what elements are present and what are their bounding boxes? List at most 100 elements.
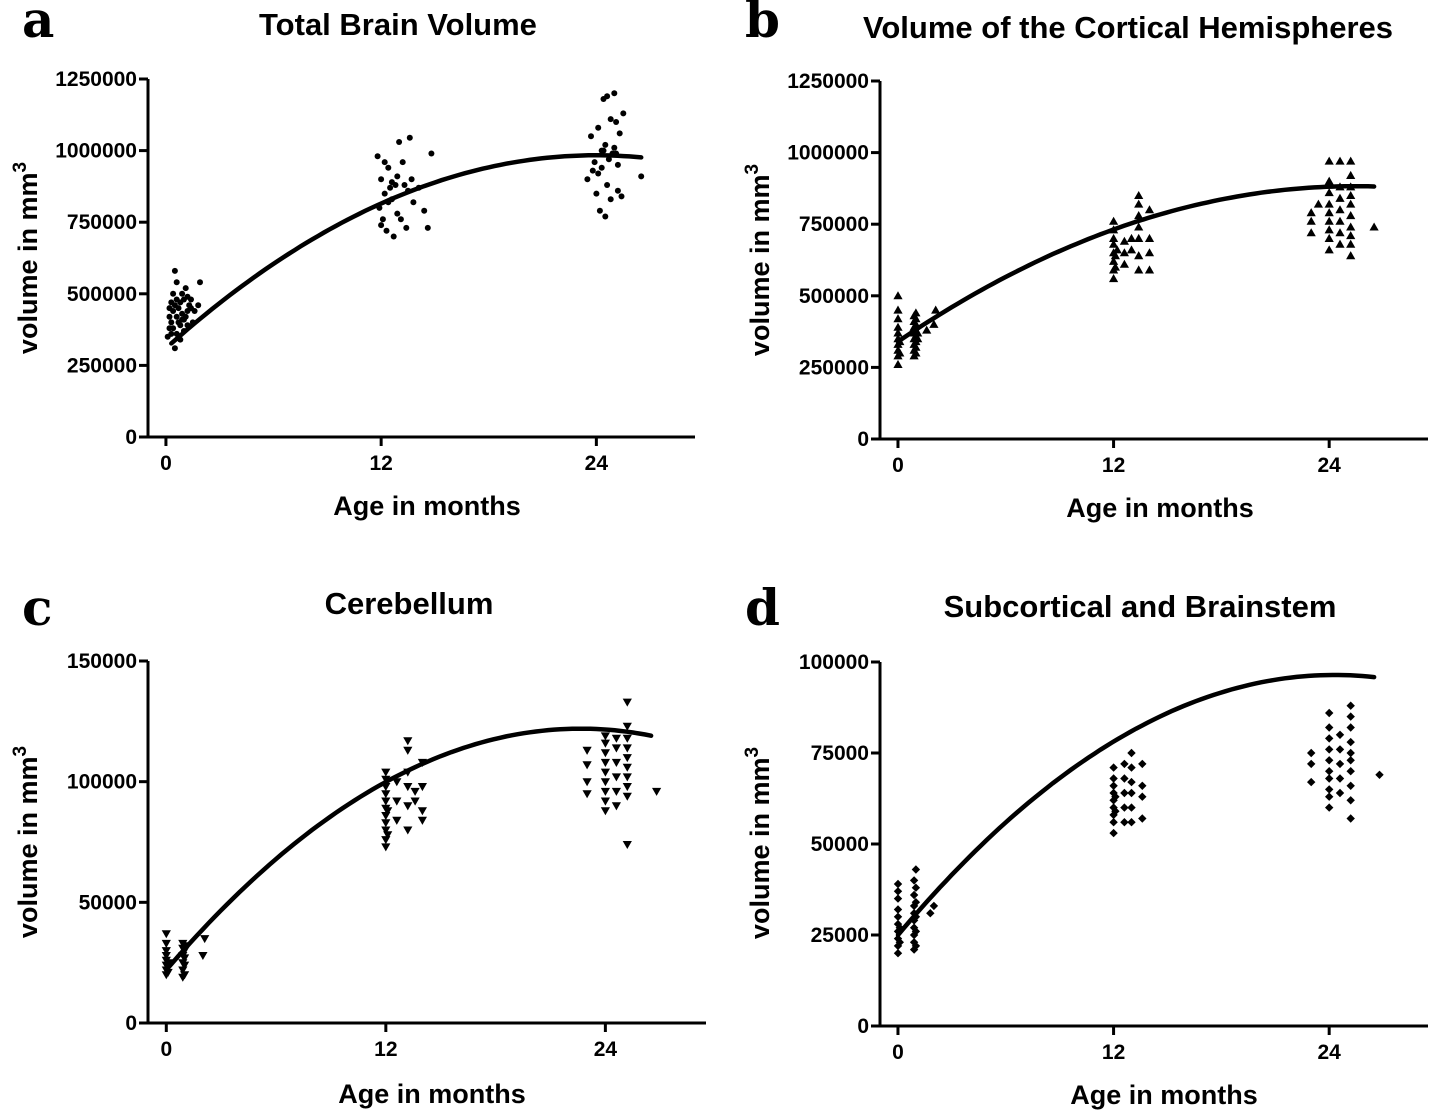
- data-point: [911, 865, 921, 874]
- data-point: [392, 778, 402, 787]
- y-tick-label: 1000000: [787, 142, 869, 165]
- data-point: [1325, 723, 1334, 732]
- x-tick-label: 12: [374, 1038, 397, 1061]
- data-point: [381, 812, 391, 821]
- data-point: [1325, 785, 1334, 794]
- data-point: [1109, 803, 1118, 812]
- data-point: [602, 213, 609, 220]
- data-point: [381, 768, 391, 777]
- data-point: [911, 348, 921, 357]
- y-tick-label: 0: [125, 1012, 137, 1035]
- y-tick-label: 1250000: [787, 70, 869, 93]
- data-point: [1313, 199, 1323, 208]
- fit-curve: [164, 726, 654, 973]
- data-point: [652, 787, 662, 796]
- data-point: [622, 841, 632, 849]
- data-point: [1346, 701, 1355, 710]
- x-tick-label: 0: [160, 452, 172, 475]
- data-point: [1144, 205, 1155, 214]
- data-point: [1120, 759, 1129, 769]
- data-point: [895, 348, 905, 357]
- data-point: [1335, 730, 1345, 739]
- data-point: [392, 797, 402, 806]
- data-point: [1335, 239, 1345, 248]
- data-point: [582, 790, 592, 799]
- data-point: [911, 314, 921, 323]
- data-point: [1120, 803, 1129, 812]
- data-point: [401, 182, 408, 188]
- data-point: [911, 941, 921, 951]
- data-point: [611, 787, 621, 796]
- data-point: [1324, 216, 1334, 225]
- data-point: [600, 778, 610, 787]
- y-tick-label: 500000: [67, 283, 137, 306]
- data-point: [161, 930, 171, 939]
- data-point: [197, 279, 203, 286]
- data-point: [399, 159, 406, 166]
- data-point: [611, 734, 621, 743]
- data-point: [1346, 781, 1355, 790]
- x-axis-label: Age in months: [1066, 493, 1254, 523]
- x-tick-label: 24: [594, 1038, 618, 1061]
- data-point: [926, 909, 935, 918]
- data-point: [381, 826, 391, 835]
- data-point: [622, 744, 632, 753]
- data-point: [622, 734, 632, 743]
- x-tick-label: 12: [1102, 454, 1125, 477]
- data-point: [1126, 233, 1137, 242]
- data-point: [1134, 222, 1144, 231]
- data-point: [191, 308, 198, 314]
- data-point: [909, 901, 919, 911]
- data-point: [381, 190, 388, 197]
- data-point: [1109, 810, 1118, 820]
- data-point: [1369, 222, 1379, 231]
- data-point: [613, 119, 620, 125]
- data-point: [1126, 245, 1137, 254]
- data-point: [1134, 233, 1144, 242]
- data-point: [410, 787, 420, 796]
- data-point: [175, 305, 182, 312]
- data-point: [582, 778, 592, 787]
- data-point: [424, 224, 431, 231]
- data-point: [1127, 803, 1136, 812]
- data-point: [614, 161, 621, 168]
- y-tick-label: 0: [125, 426, 137, 449]
- data-point: [893, 879, 903, 889]
- data-point: [616, 130, 623, 137]
- data-point: [1109, 274, 1119, 283]
- data-point: [1346, 723, 1355, 732]
- panel-letter: b: [745, 0, 780, 49]
- data-point: [622, 773, 632, 782]
- data-point: [638, 173, 645, 180]
- data-point: [1306, 228, 1316, 237]
- data-point: [893, 894, 903, 903]
- panel-letter: c: [22, 578, 52, 637]
- data-point: [1138, 814, 1147, 823]
- data-point: [410, 797, 420, 806]
- data-point: [893, 887, 903, 896]
- x-axis-label: Age in months: [1070, 1080, 1258, 1110]
- fit-curve: [895, 183, 1377, 344]
- data-point: [1346, 211, 1356, 220]
- data-point: [1307, 748, 1316, 758]
- data-point: [1346, 737, 1355, 747]
- data-point: [182, 285, 189, 292]
- y-tick-label: 25000: [811, 924, 869, 947]
- panel-letter: d: [745, 578, 780, 637]
- data-point: [396, 139, 403, 145]
- data-point: [1346, 191, 1356, 199]
- data-point: [428, 150, 435, 157]
- data-point: [171, 345, 178, 352]
- data-point: [1111, 807, 1120, 816]
- data-point: [893, 905, 903, 914]
- data-point: [595, 124, 602, 131]
- data-point: [170, 325, 177, 332]
- data-point: [1335, 774, 1345, 783]
- data-point: [1127, 748, 1136, 758]
- data-point: [170, 290, 177, 297]
- data-point: [893, 314, 903, 323]
- data-point: [604, 182, 611, 188]
- data-point: [394, 173, 401, 180]
- data-point: [1127, 763, 1136, 772]
- data-point: [1119, 236, 1129, 245]
